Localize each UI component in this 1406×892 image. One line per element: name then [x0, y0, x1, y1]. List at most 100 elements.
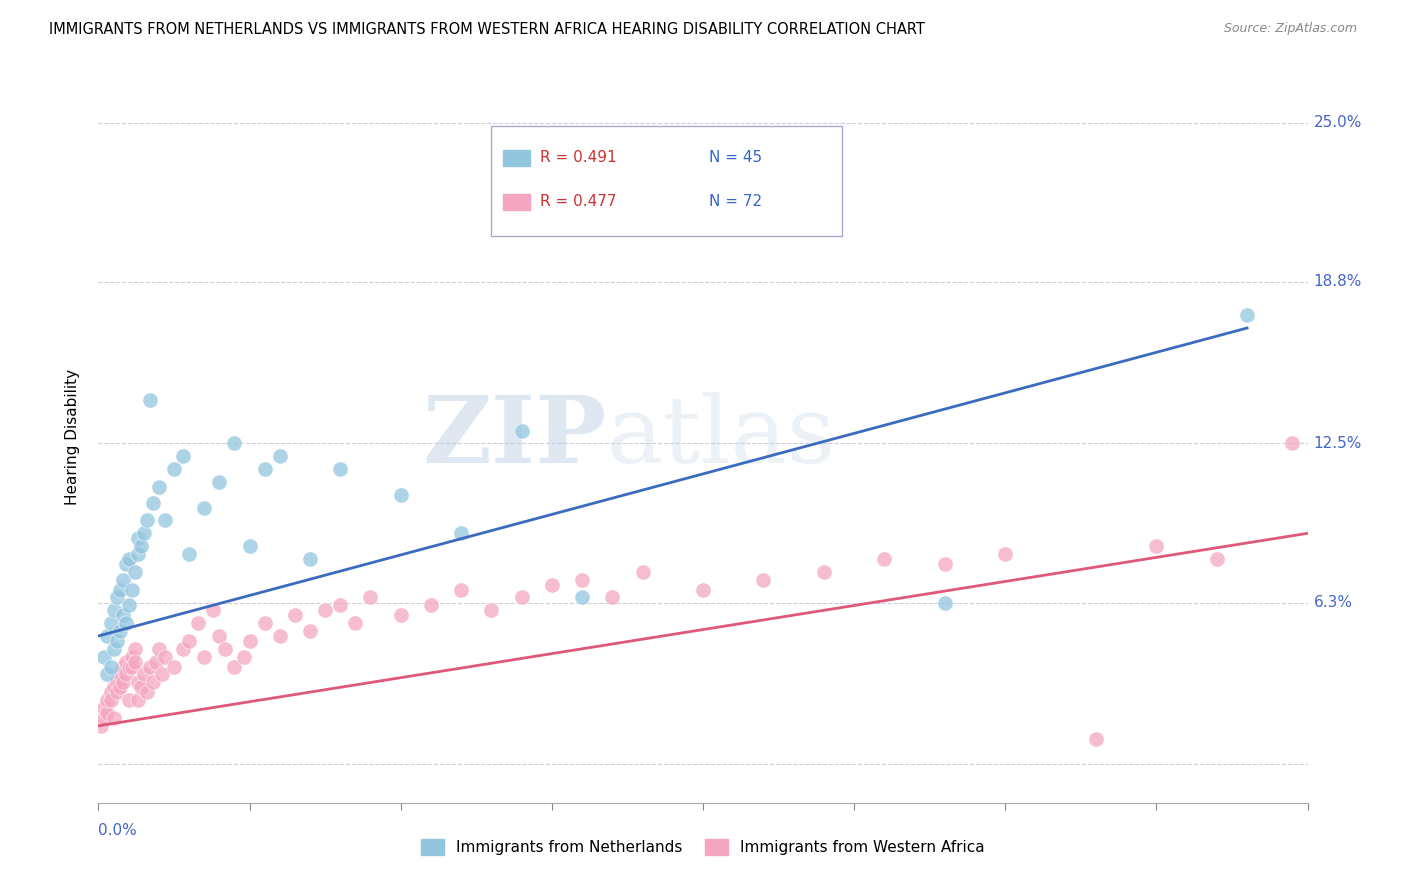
- Point: [100, 693, 122, 707]
- Point: [135, 685, 157, 699]
- Point: [114, 616, 136, 631]
- Point: [510, 591, 533, 605]
- Point: [121, 649, 143, 664]
- Point: [571, 591, 593, 605]
- Point: [150, 667, 173, 681]
- Point: [329, 462, 352, 476]
- Point: [132, 667, 155, 681]
- Point: [1085, 731, 1108, 746]
- Text: R = 0.477: R = 0.477: [540, 194, 616, 209]
- Point: [179, 634, 201, 648]
- Text: IMMIGRANTS FROM NETHERLANDS VS IMMIGRANTS FROM WESTERN AFRICA HEARING DISABILITY: IMMIGRANTS FROM NETHERLANDS VS IMMIGRANT…: [49, 22, 925, 37]
- Point: [172, 641, 194, 656]
- Point: [93, 701, 115, 715]
- Point: [389, 488, 412, 502]
- Point: [124, 641, 146, 656]
- Point: [481, 603, 503, 617]
- Point: [105, 675, 128, 690]
- Point: [111, 660, 134, 674]
- Point: [103, 711, 125, 725]
- Point: [692, 582, 714, 597]
- Text: Source: ZipAtlas.com: Source: ZipAtlas.com: [1223, 22, 1357, 36]
- Point: [994, 547, 1017, 561]
- Point: [139, 392, 162, 407]
- Text: 0.0%: 0.0%: [98, 823, 138, 838]
- Legend: Immigrants from Netherlands, Immigrants from Western Africa: Immigrants from Netherlands, Immigrants …: [415, 833, 991, 861]
- FancyBboxPatch shape: [492, 126, 842, 235]
- Point: [450, 526, 472, 541]
- Point: [179, 547, 201, 561]
- Point: [142, 675, 165, 690]
- Point: [420, 598, 443, 612]
- Point: [172, 450, 194, 464]
- Point: [224, 436, 246, 450]
- Point: [96, 693, 118, 707]
- Point: [602, 591, 624, 605]
- Point: [96, 667, 118, 681]
- Point: [124, 655, 146, 669]
- Point: [202, 603, 225, 617]
- Point: [214, 641, 236, 656]
- Point: [103, 641, 125, 656]
- Point: [163, 462, 186, 476]
- Point: [142, 495, 165, 509]
- Point: [253, 616, 276, 631]
- Point: [96, 629, 118, 643]
- Point: [132, 526, 155, 541]
- Point: [163, 660, 186, 674]
- Point: [111, 608, 134, 623]
- Point: [571, 573, 593, 587]
- Point: [127, 547, 149, 561]
- Point: [108, 667, 131, 681]
- Point: [145, 655, 167, 669]
- Text: R = 0.491: R = 0.491: [540, 150, 616, 165]
- Point: [124, 565, 146, 579]
- Point: [239, 539, 262, 553]
- Point: [148, 641, 170, 656]
- Point: [139, 660, 162, 674]
- Point: [208, 475, 231, 489]
- Point: [153, 649, 176, 664]
- Text: N = 45: N = 45: [709, 150, 762, 165]
- Point: [299, 552, 322, 566]
- Point: [111, 675, 134, 690]
- Point: [100, 685, 122, 699]
- Point: [873, 552, 896, 566]
- Point: [105, 591, 128, 605]
- Point: [187, 616, 209, 631]
- Point: [344, 616, 367, 631]
- Point: [148, 480, 170, 494]
- Point: [314, 603, 336, 617]
- Point: [1236, 308, 1258, 322]
- Point: [105, 634, 128, 648]
- Point: [813, 565, 835, 579]
- Point: [299, 624, 322, 638]
- Point: [114, 655, 136, 669]
- Point: [239, 634, 262, 648]
- Point: [193, 500, 215, 515]
- Point: [103, 681, 125, 695]
- Point: [127, 693, 149, 707]
- Point: [108, 582, 131, 597]
- Point: [193, 649, 215, 664]
- Point: [100, 660, 122, 674]
- Point: [129, 681, 152, 695]
- Point: [224, 660, 246, 674]
- Point: [752, 573, 775, 587]
- Y-axis label: Hearing Disability: Hearing Disability: [65, 369, 80, 505]
- Point: [1281, 436, 1303, 450]
- Point: [121, 582, 143, 597]
- Point: [389, 608, 412, 623]
- Bar: [503, 150, 530, 166]
- Point: [510, 424, 533, 438]
- Text: 6.3%: 6.3%: [1313, 595, 1353, 610]
- Point: [93, 649, 115, 664]
- Point: [90, 719, 112, 733]
- Point: [253, 462, 276, 476]
- Text: atlas: atlas: [606, 392, 835, 482]
- Point: [934, 596, 956, 610]
- Point: [284, 608, 307, 623]
- Point: [232, 649, 254, 664]
- Point: [450, 582, 472, 597]
- Point: [360, 591, 382, 605]
